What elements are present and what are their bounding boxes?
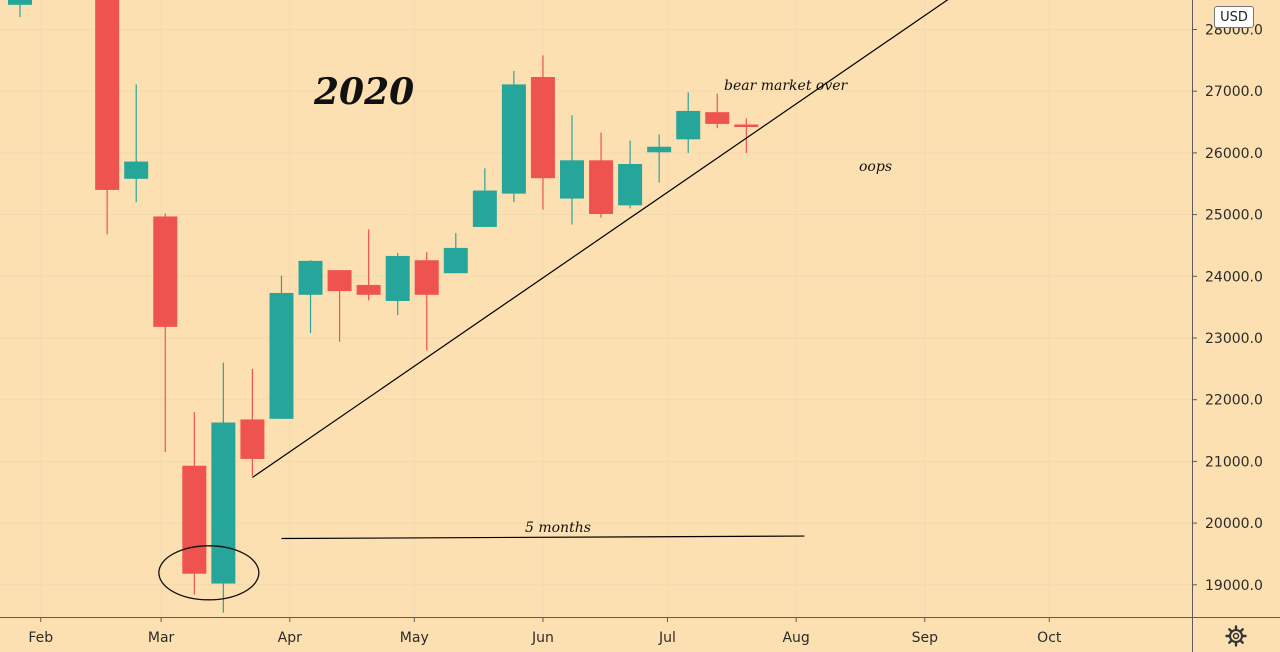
time-tick-label: Apr	[278, 630, 302, 646]
candle	[530, 55, 555, 210]
candle-body	[734, 124, 759, 127]
price-tick-label: 24000.0	[1205, 269, 1263, 285]
candle-body	[8, 0, 32, 5]
candle-body	[472, 190, 497, 227]
year-label: 2020	[313, 71, 414, 113]
candle-body	[95, 0, 120, 190]
time-tick-label: Feb	[28, 630, 53, 646]
candle-body	[240, 419, 265, 459]
price-tick-label: 20000.0	[1205, 516, 1263, 532]
candle-body	[327, 270, 352, 292]
candle	[618, 140, 643, 209]
candle	[327, 270, 352, 342]
gear-icon[interactable]	[1224, 624, 1248, 648]
candle-body	[676, 110, 701, 140]
time-tick-label: Jul	[658, 630, 676, 646]
candle-body	[443, 247, 468, 274]
candle	[589, 132, 614, 218]
candle	[356, 229, 381, 301]
annotation-bear-market-over: bear market over	[724, 78, 849, 94]
trendline	[252, 0, 949, 478]
time-tick-label: May	[400, 630, 429, 646]
candle-body	[298, 260, 323, 295]
price-tick-label: 22000.0	[1205, 393, 1263, 409]
time-tick-label: Sep	[912, 630, 939, 646]
annotation-5-months: 5 months	[525, 520, 591, 536]
price-tick-label: 25000.0	[1205, 208, 1263, 224]
candle	[8, 0, 32, 18]
price-tick-label: 23000.0	[1205, 331, 1263, 347]
candle	[414, 252, 439, 351]
annotation-oops: oops	[859, 159, 892, 175]
candle-body	[647, 146, 672, 153]
price-tick-label: 27000.0	[1205, 84, 1263, 100]
price-tick-label: 21000.0	[1205, 454, 1263, 470]
candle-body	[182, 465, 207, 574]
candle-body	[560, 160, 584, 199]
candle	[95, 0, 120, 235]
time-tick-label: Oct	[1037, 630, 1062, 646]
candle	[676, 92, 701, 153]
price-tick-label: 19000.0	[1205, 578, 1263, 594]
candle-body	[530, 77, 555, 179]
candle	[734, 118, 759, 153]
candle	[124, 84, 149, 203]
candle-body	[618, 164, 643, 206]
grid-lines	[0, 0, 1192, 617]
candle	[211, 362, 236, 613]
candle	[240, 368, 265, 477]
candle-body	[705, 112, 730, 124]
candle	[443, 233, 468, 274]
candle	[269, 275, 294, 419]
candle	[501, 70, 526, 203]
candles	[8, 0, 759, 613]
candle-body	[153, 216, 178, 327]
candle-body	[269, 292, 294, 419]
currency-badge[interactable]: USD	[1214, 6, 1254, 28]
candle-body	[124, 161, 149, 179]
candle	[647, 134, 672, 183]
duration-line	[281, 535, 805, 540]
candle-body	[589, 160, 614, 214]
candle-body	[501, 84, 526, 194]
candle	[182, 412, 207, 595]
candle	[472, 168, 497, 227]
time-tick-label: Aug	[782, 630, 809, 646]
candle-body	[414, 260, 439, 295]
candle-body	[211, 422, 236, 584]
candle-body	[385, 255, 410, 301]
price-tick-label: 26000.0	[1205, 146, 1263, 162]
annotation-labels: 2020 bear market over oops 5 months	[313, 71, 892, 536]
bottom-circle	[158, 545, 260, 601]
drawings	[158, 0, 949, 601]
candle	[298, 260, 323, 334]
candle	[560, 115, 584, 225]
candle-body	[356, 284, 381, 295]
time-tick-label: Mar	[148, 630, 175, 646]
candle	[705, 93, 730, 129]
candle	[153, 213, 178, 453]
time-tick-label: Jun	[531, 630, 554, 646]
candle	[385, 252, 410, 316]
